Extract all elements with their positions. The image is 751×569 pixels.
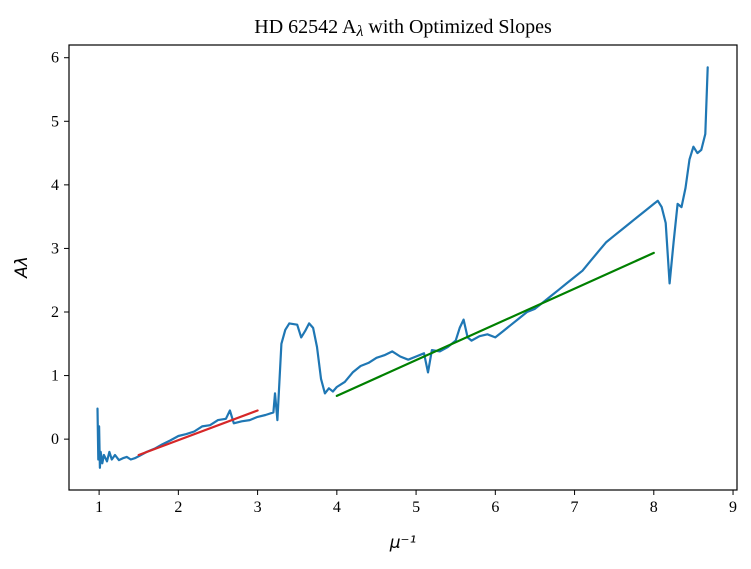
x-tick-label-3: 3 (254, 499, 262, 516)
y-tick-label-4: 4 (51, 177, 59, 194)
chart-title-symbol: λ (355, 23, 363, 40)
x-tick-label-5: 5 (412, 499, 420, 516)
chart-title-suffix: with Optimized Slopes (363, 16, 552, 38)
x-tick-label-4: 4 (333, 499, 341, 516)
series-line-1 (137, 409, 259, 457)
x-tick-label-1: 1 (95, 499, 103, 516)
y-tick-label-2: 2 (51, 304, 59, 321)
y-axis-label: Aλ (12, 256, 32, 279)
y-tick-label-5: 5 (51, 113, 59, 130)
plot-frame (68, 44, 738, 491)
x-axis-label: μ⁻¹ (389, 533, 417, 553)
y-tick-label-3: 3 (51, 240, 59, 257)
y-tick-label-0: 0 (51, 431, 59, 448)
x-tick-label-2: 2 (174, 499, 182, 516)
series-line-2 (335, 251, 655, 397)
chart-title: HD 62542 Aλ with Optimized Slopes (254, 16, 552, 40)
y-axis: 0 1 2 3 4 5 6 (51, 50, 69, 448)
x-tick-label-9: 9 (729, 499, 737, 516)
x-tick-label-7: 7 (571, 499, 579, 516)
y-tick-label-6: 6 (51, 50, 59, 67)
series-line-0 (96, 66, 709, 469)
chart-title-prefix: HD 62542 A (254, 16, 357, 38)
x-tick-label-6: 6 (491, 499, 499, 516)
x-axis: 1 2 3 4 5 6 7 8 9 (95, 490, 737, 516)
y-tick-label-1: 1 (51, 368, 59, 385)
plot-area (96, 66, 709, 469)
x-tick-label-8: 8 (650, 499, 658, 516)
